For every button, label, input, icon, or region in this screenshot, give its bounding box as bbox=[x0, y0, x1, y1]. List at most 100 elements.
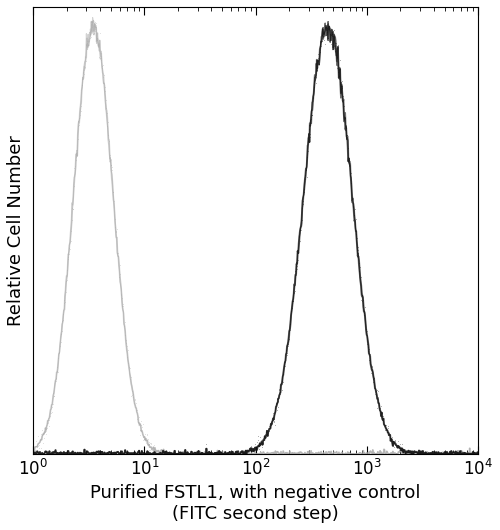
Point bbox=[120, 302, 128, 311]
Point bbox=[110, 188, 118, 196]
Point bbox=[336, 55, 344, 64]
Point bbox=[124, 358, 132, 367]
Point bbox=[323, 26, 331, 34]
Point bbox=[151, 443, 159, 451]
Point bbox=[312, 79, 320, 87]
Point bbox=[329, 30, 337, 38]
Point bbox=[306, 133, 314, 142]
Point bbox=[364, 347, 372, 355]
Point bbox=[298, 199, 306, 208]
Point bbox=[293, 264, 301, 273]
Point bbox=[76, 102, 84, 111]
Point bbox=[262, 430, 270, 438]
Point bbox=[380, 450, 388, 459]
Point bbox=[80, 66, 88, 74]
Point bbox=[370, 374, 378, 382]
Point bbox=[391, 436, 399, 444]
Point bbox=[130, 396, 138, 404]
Point bbox=[314, 50, 322, 58]
Point bbox=[380, 421, 388, 430]
Point bbox=[114, 252, 122, 260]
Point bbox=[322, 23, 330, 32]
Point bbox=[87, 18, 95, 26]
Point bbox=[62, 288, 70, 296]
Point bbox=[149, 443, 157, 451]
Point bbox=[109, 188, 117, 196]
Point bbox=[38, 426, 46, 435]
Point bbox=[384, 426, 392, 435]
Point bbox=[336, 84, 344, 93]
Point bbox=[114, 249, 122, 257]
Point bbox=[104, 131, 112, 139]
Point bbox=[92, 19, 100, 27]
Point bbox=[35, 444, 43, 452]
Point bbox=[266, 422, 274, 430]
Point bbox=[297, 226, 305, 235]
Point bbox=[398, 440, 406, 448]
X-axis label: Purified FSTL1, with negative control
(FITC second step): Purified FSTL1, with negative control (F… bbox=[90, 484, 421, 523]
Point bbox=[316, 60, 324, 68]
Point bbox=[126, 375, 134, 383]
Point bbox=[62, 266, 70, 274]
Point bbox=[350, 211, 358, 219]
Point bbox=[389, 441, 397, 450]
Point bbox=[383, 428, 391, 436]
Point bbox=[119, 300, 127, 308]
Point bbox=[273, 406, 281, 414]
Point bbox=[371, 390, 379, 399]
Point bbox=[330, 26, 338, 34]
Point bbox=[261, 432, 269, 441]
Point bbox=[113, 225, 121, 234]
Point bbox=[66, 237, 74, 245]
Point bbox=[95, 52, 103, 61]
Point bbox=[30, 450, 38, 459]
Point bbox=[85, 28, 93, 37]
Point bbox=[40, 429, 48, 437]
Point bbox=[278, 376, 286, 385]
Point bbox=[134, 418, 142, 426]
Point bbox=[143, 430, 151, 438]
Point bbox=[78, 75, 86, 84]
Point bbox=[52, 366, 60, 375]
Point bbox=[339, 92, 347, 100]
Point bbox=[72, 156, 80, 164]
Point bbox=[32, 441, 40, 449]
Point bbox=[128, 391, 136, 399]
Point bbox=[100, 70, 108, 79]
Point bbox=[346, 169, 354, 177]
Point bbox=[320, 31, 328, 40]
Point bbox=[268, 409, 276, 418]
Point bbox=[330, 36, 338, 45]
Point bbox=[360, 309, 368, 317]
Point bbox=[89, 27, 97, 36]
Point bbox=[296, 232, 304, 241]
Point bbox=[352, 234, 360, 242]
Point bbox=[248, 441, 256, 450]
Point bbox=[366, 350, 374, 358]
Point bbox=[112, 227, 120, 235]
Point bbox=[68, 216, 76, 225]
Point bbox=[362, 328, 370, 337]
Point bbox=[86, 34, 94, 42]
Point bbox=[304, 146, 312, 155]
Point bbox=[390, 437, 398, 445]
Point bbox=[384, 422, 392, 431]
Point bbox=[79, 69, 87, 77]
Point bbox=[55, 349, 63, 357]
Point bbox=[58, 316, 66, 325]
Point bbox=[264, 427, 272, 435]
Point bbox=[300, 188, 308, 196]
Point bbox=[78, 81, 86, 90]
Point bbox=[256, 432, 264, 441]
Point bbox=[140, 435, 148, 443]
Point bbox=[296, 237, 304, 245]
Point bbox=[310, 93, 318, 101]
Point bbox=[96, 54, 104, 62]
Point bbox=[348, 195, 356, 204]
Point bbox=[278, 378, 286, 386]
Point bbox=[146, 446, 154, 454]
Point bbox=[326, 30, 334, 39]
Point bbox=[388, 432, 396, 441]
Point bbox=[368, 363, 376, 371]
Point bbox=[272, 404, 280, 412]
